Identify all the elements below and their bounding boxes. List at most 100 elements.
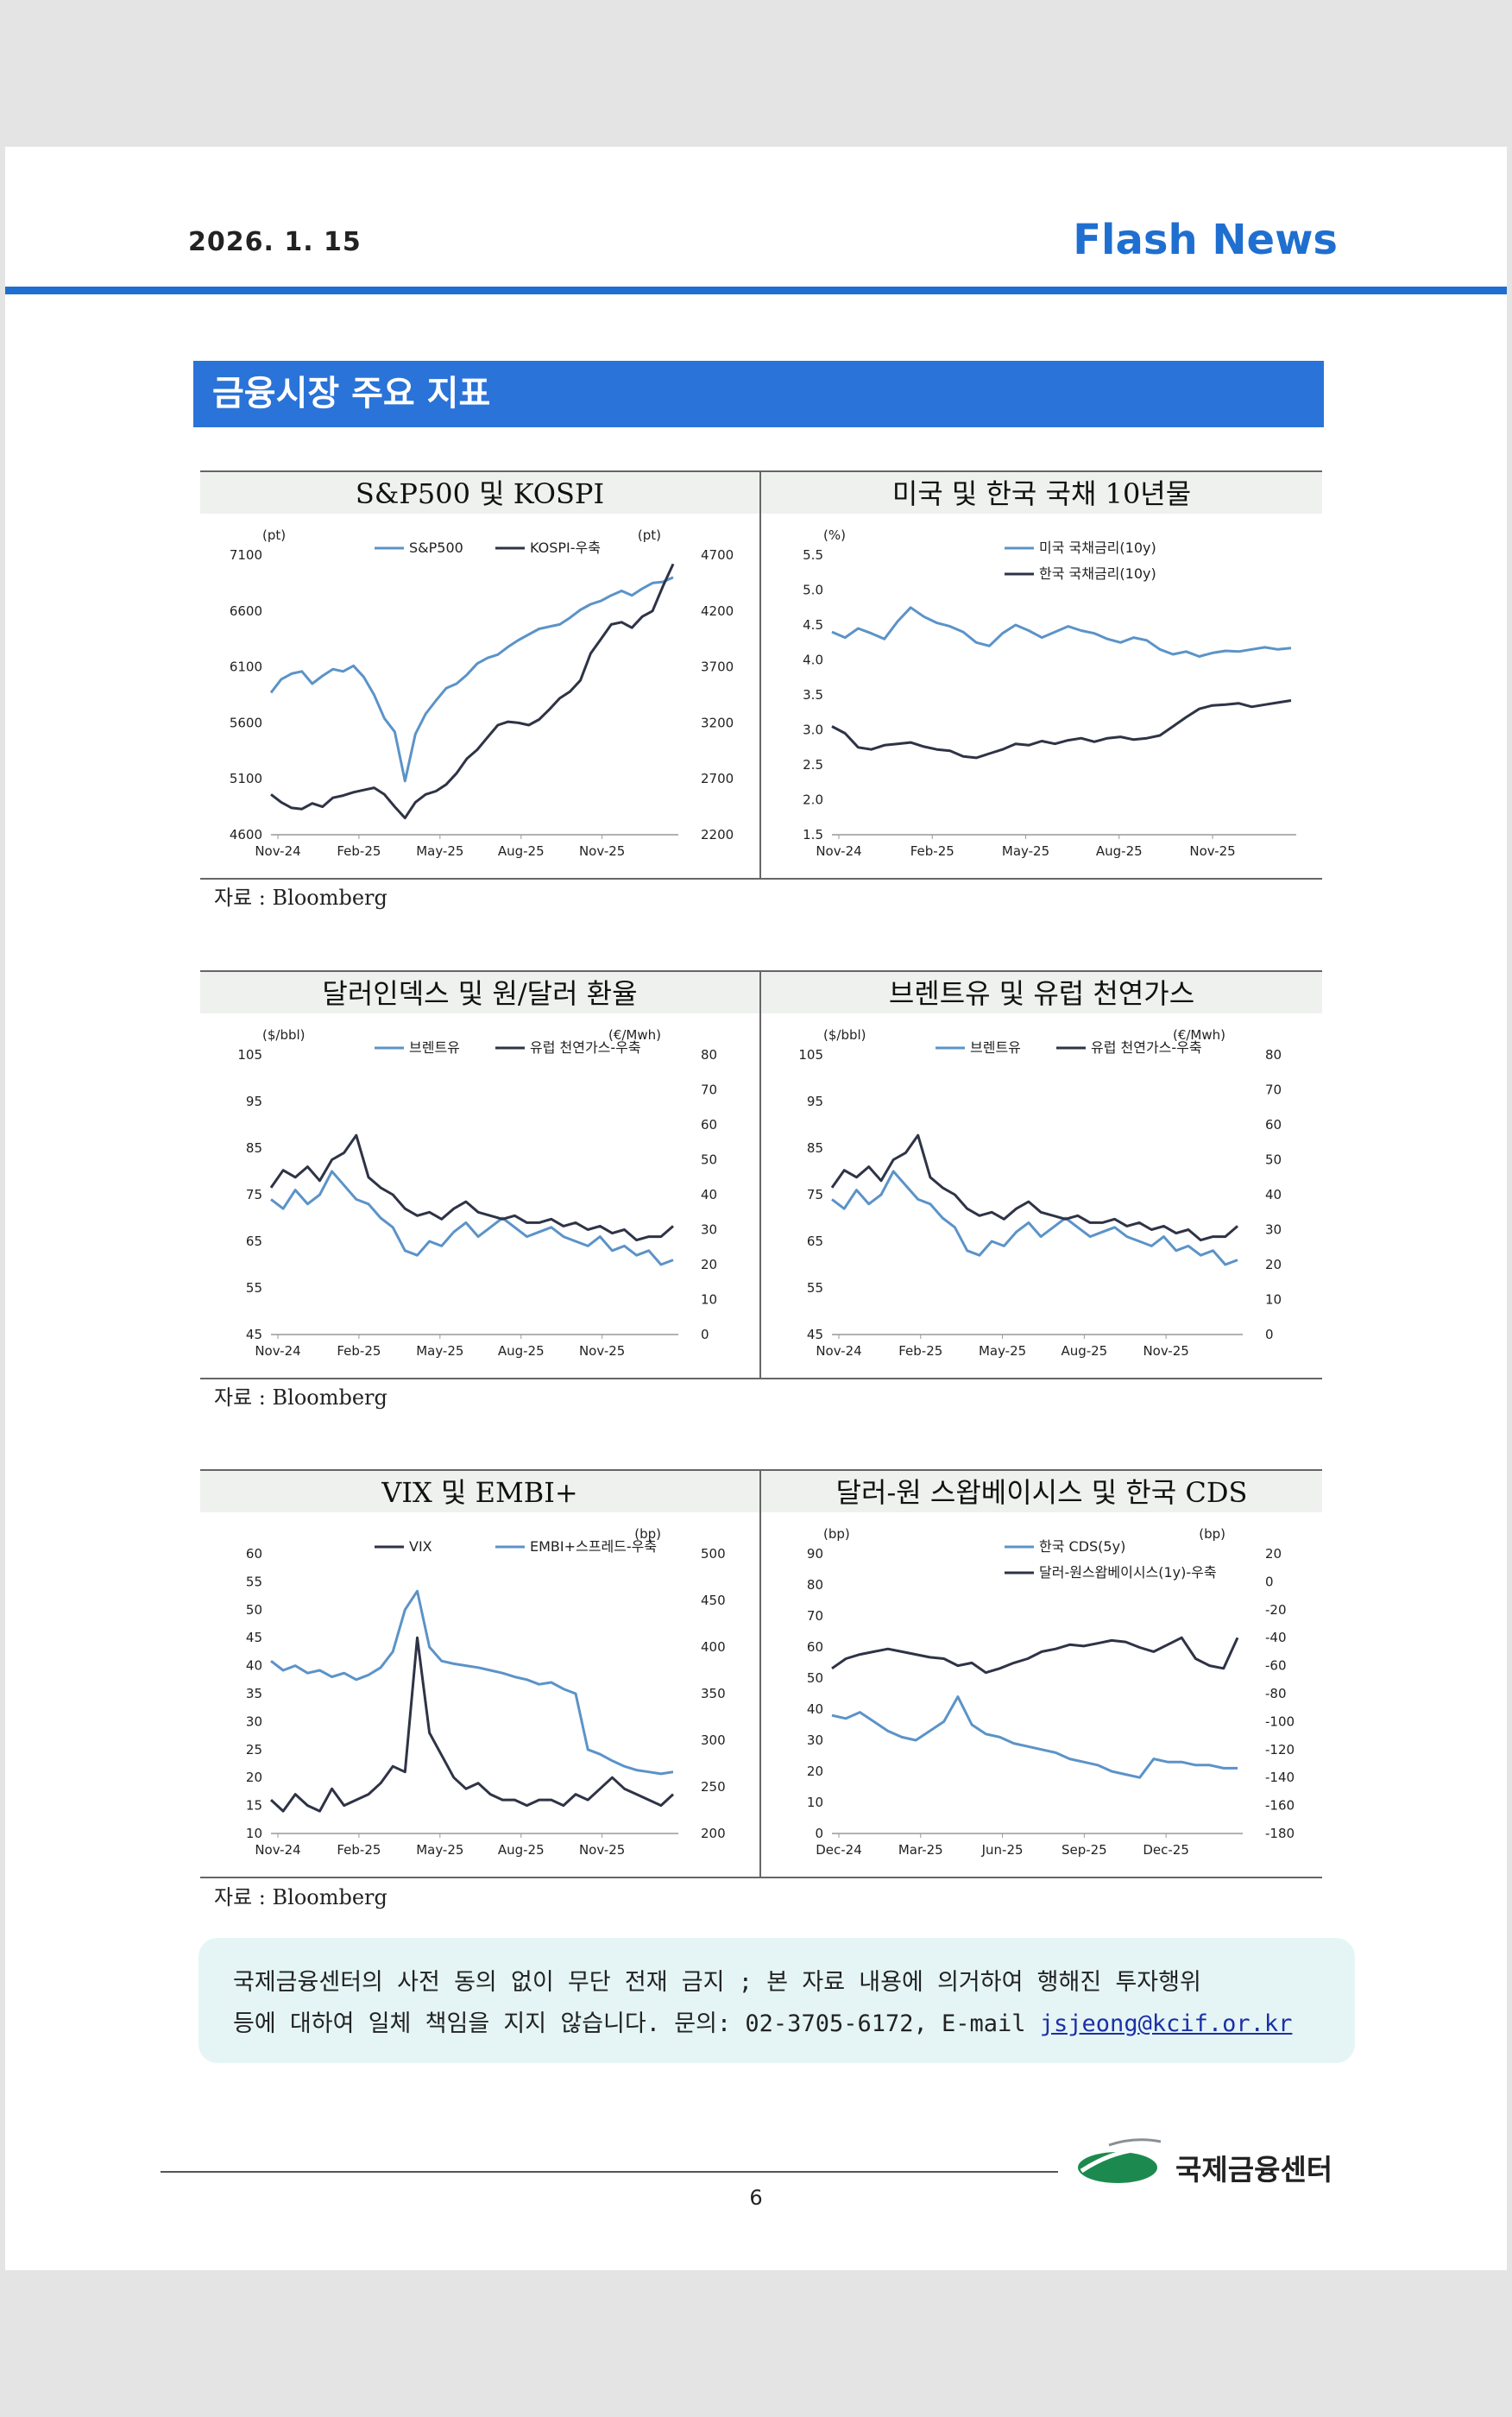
- right-tick-label: 30: [701, 1222, 717, 1238]
- right-tick-label: 2700: [701, 771, 734, 786]
- kcif-logo-icon: [1078, 2138, 1162, 2183]
- right-tick-label: 0: [1265, 1574, 1274, 1589]
- x-tick-label: Nov-25: [1143, 1343, 1188, 1359]
- chart-title: 미국 및 한국 국채 10년물: [761, 472, 1322, 514]
- right-tick-label: -140: [1265, 1770, 1295, 1785]
- x-tick-label: Nov-24: [816, 843, 861, 859]
- left-tick-label: 75: [807, 1187, 823, 1202]
- x-tick-label: May-25: [1002, 843, 1049, 859]
- x-tick-label: Nov-25: [579, 843, 625, 859]
- legend-label: 유럽 천연가스-우축: [1091, 1039, 1202, 1056]
- right-tick-label: 400: [701, 1639, 726, 1655]
- left-tick-label: 4600: [230, 827, 262, 842]
- right-tick-label: 10: [701, 1292, 717, 1308]
- left-tick-label: 60: [246, 1546, 262, 1562]
- source-note: 자료 : Bloomberg: [214, 1385, 387, 1410]
- left-tick-label: 65: [246, 1234, 262, 1249]
- right-tick-label: 10: [1265, 1292, 1282, 1308]
- left-axis-unit: (%): [823, 527, 846, 543]
- x-tick-label: Dec-24: [816, 1842, 862, 1858]
- left-tick-label: 20: [807, 1764, 823, 1779]
- disclaimer-box: 국제금융센터의 사전 동의 없이 무단 전재 금지 ; 본 자료 내용에 의거하…: [198, 1938, 1355, 2063]
- chart-row-1: S&P500 및 KOSPI (pt) (pt) 4600 5100 5600 6100 6…: [200, 470, 1322, 880]
- left-tick-label: 25: [246, 1742, 262, 1758]
- left-axis-unit: ($/bbl): [262, 1027, 306, 1043]
- left-tick-label: 35: [246, 1686, 262, 1701]
- legend-label: 브렌트유: [409, 1039, 460, 1056]
- x-tick-label: Nov-24: [255, 1842, 300, 1858]
- left-tick-label: 0: [815, 1826, 823, 1841]
- right-tick-label: -160: [1265, 1798, 1295, 1814]
- left-tick-label: 10: [246, 1826, 262, 1841]
- series-line: [831, 1695, 1238, 1779]
- x-tick-label: Mar-25: [898, 1842, 943, 1858]
- right-tick-label: 20: [701, 1257, 717, 1272]
- chart-bonds: (%) 1.5 2.0 2.5 3.0 3.5 4.0 4.5 5.0 5.5 Nov-24 Feb-…: [803, 527, 1296, 859]
- left-tick-label: 4.5: [803, 617, 823, 633]
- chart-title: 달러-원 스왑베이시스 및 한국 CDS: [761, 1471, 1322, 1512]
- x-tick-label: Feb-25: [337, 1343, 381, 1359]
- logo-text: 국제금융센터: [1175, 2153, 1333, 2187]
- right-tick-label: 60: [1265, 1117, 1282, 1133]
- left-tick-label: 50: [246, 1602, 262, 1618]
- chart-row-3: VIX 및 EMBI+ (bp) 10 15 20 25 30 35 40 45 50 55 60 20…: [200, 1469, 1322, 1878]
- x-tick-label: Nov-25: [579, 1343, 625, 1359]
- legend-label: S&P500: [409, 540, 463, 556]
- right-tick-label: -120: [1265, 1742, 1295, 1758]
- left-tick-label: 30: [246, 1713, 262, 1729]
- chart-panel-spx-kospi: S&P500 및 KOSPI (pt) (pt) 4600 5100 5600 6100 6…: [200, 472, 761, 878]
- right-tick-label: 50: [701, 1152, 717, 1168]
- legend-label: KOSPI-우축: [530, 540, 601, 556]
- left-tick-label: 6600: [230, 603, 262, 619]
- left-tick-label: 40: [246, 1658, 262, 1674]
- left-tick-label: 55: [246, 1280, 262, 1296]
- left-tick-label: 65: [807, 1234, 823, 1249]
- legend-label: 브렌트유: [970, 1039, 1021, 1056]
- series-line: [269, 1133, 674, 1242]
- right-tick-label: 4700: [701, 547, 734, 563]
- x-tick-label: May-25: [416, 1343, 463, 1359]
- left-tick-label: 2.5: [803, 757, 823, 773]
- series-line: [270, 1170, 674, 1266]
- left-tick-label: 45: [807, 1327, 823, 1342]
- series-line: [831, 699, 1292, 760]
- left-tick-label: 5100: [230, 771, 262, 786]
- left-tick-label: 2.0: [803, 792, 823, 808]
- right-tick-label: 3200: [701, 715, 734, 730]
- right-tick-label: 0: [1265, 1327, 1274, 1342]
- right-tick-label: 20: [1265, 1257, 1282, 1272]
- report-date: 2026. 1. 15: [188, 227, 362, 257]
- right-tick-label: 20: [1265, 1546, 1282, 1562]
- left-tick-label: 5600: [230, 715, 262, 730]
- left-tick-label: 75: [246, 1187, 262, 1202]
- right-tick-label: 80: [1265, 1047, 1282, 1063]
- left-tick-label: 3.5: [803, 687, 823, 703]
- left-tick-label: 40: [807, 1701, 823, 1717]
- left-tick-label: 1.5: [803, 827, 823, 842]
- left-axis-unit: ($/bbl): [823, 1027, 866, 1043]
- x-tick-label: Nov-25: [1189, 843, 1235, 859]
- right-tick-label: -100: [1265, 1713, 1295, 1729]
- series-line: [270, 563, 675, 820]
- right-tick-label: -60: [1265, 1658, 1287, 1674]
- left-axis-unit: (pt): [262, 527, 286, 543]
- x-tick-label: May-25: [979, 1343, 1026, 1359]
- right-tick-label: -40: [1265, 1630, 1287, 1645]
- legend-label: 미국 국채금리(10y): [1039, 540, 1156, 556]
- contact-email-link[interactable]: jsjeong@kcif.or.kr: [1039, 2010, 1293, 2037]
- right-tick-label: 300: [701, 1732, 726, 1748]
- legend-label: 한국 국채금리(10y): [1039, 565, 1156, 582]
- series-line: [831, 1170, 1238, 1266]
- right-tick-label: 40: [1265, 1187, 1282, 1202]
- left-tick-label: 55: [807, 1280, 823, 1296]
- chart-swap-cds: (bp) (bp) 0 10 20 30 40 50 60 70 80 90 -180 -160 -140 -…: [807, 1526, 1295, 1858]
- right-tick-label: -80: [1265, 1686, 1287, 1701]
- x-tick-label: Feb-25: [898, 1343, 942, 1359]
- left-tick-label: 50: [807, 1670, 823, 1686]
- chart-title: 브렌트유 및 유럽 천연가스: [761, 972, 1322, 1013]
- right-tick-label: 250: [701, 1779, 726, 1795]
- right-tick-label: 70: [1265, 1082, 1282, 1098]
- source-note: 자료 : Bloomberg: [214, 886, 387, 910]
- left-tick-label: 60: [807, 1639, 823, 1655]
- left-tick-label: 15: [246, 1798, 262, 1814]
